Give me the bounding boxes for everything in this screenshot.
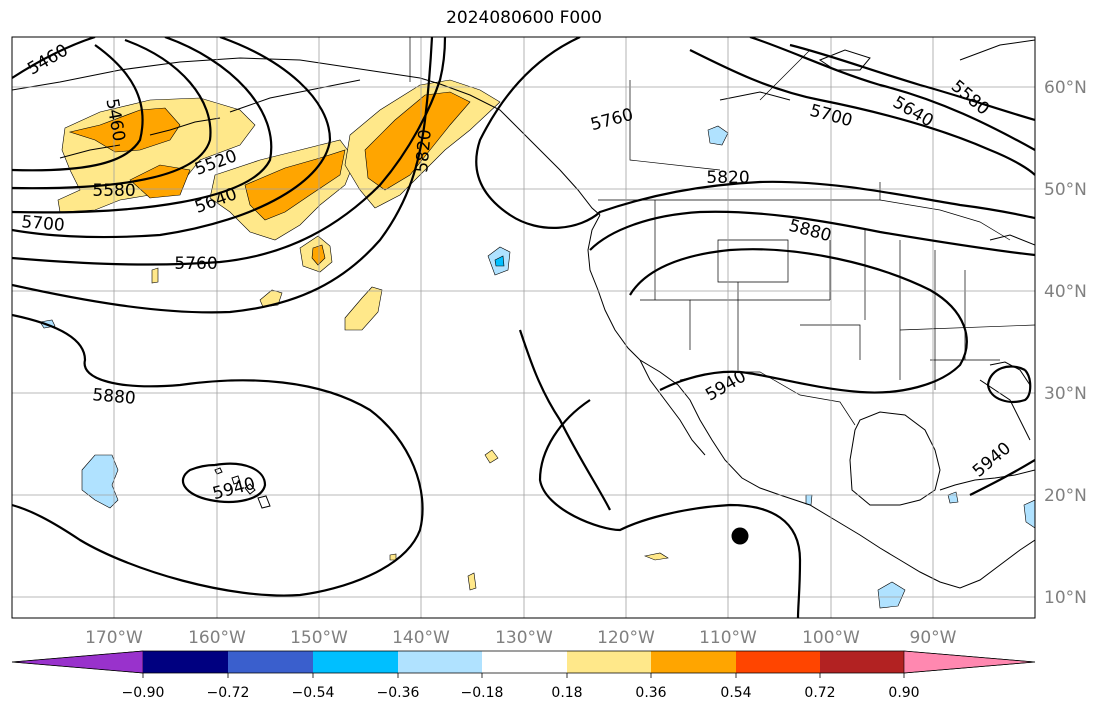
negative-anomaly-area bbox=[1023, 499, 1035, 529]
contour-line bbox=[12, 37, 434, 314]
positive-anomaly-core bbox=[311, 244, 326, 266]
contour-line bbox=[789, 43, 1035, 122]
positive-anomaly-area bbox=[389, 553, 397, 561]
colorbar-extend-min bbox=[11, 650, 144, 674]
storm-center-marker bbox=[731, 527, 749, 545]
contour-line bbox=[969, 459, 1035, 496]
contour-line bbox=[12, 38, 212, 190]
contour-line bbox=[12, 313, 424, 597]
longitude-label: 100°W bbox=[802, 628, 860, 648]
colorbar-tick-label: 0.54 bbox=[720, 685, 751, 701]
colorbar-tick-label: −0.90 bbox=[122, 685, 165, 701]
positive-anomaly-core bbox=[129, 164, 191, 199]
longitude-label: 130°W bbox=[495, 628, 553, 648]
colorbar-segment bbox=[736, 651, 820, 673]
longitude-label: 150°W bbox=[290, 628, 348, 648]
colorbar-tick-label: 0.18 bbox=[551, 685, 582, 701]
colorbar-segment bbox=[398, 651, 482, 673]
colorbar-segment bbox=[567, 651, 651, 673]
colorbar-segment bbox=[228, 651, 313, 673]
negative-anomaly-area bbox=[707, 125, 729, 146]
positive-anomaly-area bbox=[484, 449, 499, 464]
colorbar-tick-label: 0.36 bbox=[635, 685, 666, 701]
latitude-label: 40°N bbox=[1044, 282, 1087, 302]
longitude-label: 160°W bbox=[188, 628, 246, 648]
contour-line bbox=[538, 399, 802, 618]
contour-line bbox=[986, 365, 1032, 403]
contour-label: 5820 bbox=[706, 168, 749, 188]
colorbar-tick-label: −0.54 bbox=[292, 685, 335, 701]
contour-line bbox=[629, 248, 968, 394]
colorbar-tick-label: −0.18 bbox=[461, 685, 504, 701]
contour-line bbox=[12, 37, 447, 266]
contour-line bbox=[182, 462, 267, 503]
colorbar-segment bbox=[143, 651, 228, 673]
contour-label: 5880 bbox=[92, 385, 137, 409]
colorbar-tick-label: 0.72 bbox=[804, 685, 835, 701]
positive-anomaly-area bbox=[151, 267, 159, 284]
longitude-label: 90°W bbox=[910, 628, 957, 648]
latitude-label: 60°N bbox=[1044, 78, 1087, 98]
colorbar-segment bbox=[313, 651, 398, 673]
positive-anomaly-core bbox=[68, 107, 181, 153]
longitude-label: 120°W bbox=[597, 628, 655, 648]
height-contours bbox=[12, 37, 1035, 618]
latitude-label: 50°N bbox=[1044, 180, 1087, 200]
contour-line bbox=[689, 49, 1035, 176]
longitude-label: 110°W bbox=[699, 628, 757, 648]
contour-line bbox=[12, 44, 144, 172]
negative-anomaly-core bbox=[494, 255, 505, 267]
colorbar-segment bbox=[820, 651, 904, 673]
colorbar: −0.90 −0.72 −0.54 −0.36 −0.18 0.18 0.36 … bbox=[11, 650, 1036, 701]
colorbar-extend-max bbox=[903, 650, 1036, 674]
positive-anomaly-area bbox=[467, 572, 477, 591]
colorbar-ticks bbox=[142, 673, 905, 678]
colorbar-segment bbox=[651, 651, 736, 673]
negative-anomaly-area bbox=[877, 581, 906, 609]
contour-line bbox=[475, 37, 1035, 230]
colorbar-tick-label: −0.36 bbox=[377, 685, 420, 701]
latitude-labels: 60°N 50°N 40°N 30°N 20°N 10°N bbox=[1044, 78, 1087, 608]
contour-label: 5700 bbox=[21, 212, 66, 236]
plot-title: 2024080600 F000 bbox=[446, 8, 602, 28]
latitude-label: 10°N bbox=[1044, 588, 1087, 608]
colorbar-tick-label: 0.90 bbox=[888, 685, 919, 701]
contour-line bbox=[12, 37, 332, 239]
contour-line bbox=[749, 37, 1035, 151]
latitude-label: 30°N bbox=[1044, 384, 1087, 404]
contour-line bbox=[12, 37, 273, 214]
contour-line bbox=[589, 210, 1035, 257]
positive-anomaly-area bbox=[344, 286, 383, 331]
longitude-labels: 170°W 160°W 150°W 140°W 130°W 120°W 110°… bbox=[85, 628, 957, 648]
longitude-label: 140°W bbox=[392, 628, 450, 648]
contour-label: 5760 bbox=[174, 254, 217, 274]
latitude-label: 20°N bbox=[1044, 486, 1087, 506]
colorbar-segment bbox=[482, 651, 567, 673]
colorbar-tick-label: −0.72 bbox=[207, 685, 250, 701]
gridlines bbox=[12, 37, 1035, 618]
political-boundaries bbox=[409, 37, 1035, 426]
longitude-label: 170°W bbox=[85, 628, 143, 648]
map-frame bbox=[11, 36, 1036, 619]
contour-line bbox=[518, 329, 611, 511]
contour-label: 5580 bbox=[92, 181, 135, 201]
positive-anomaly-area bbox=[643, 552, 669, 561]
contour-label: 5820 bbox=[412, 129, 436, 174]
contour-line bbox=[12, 37, 96, 79]
